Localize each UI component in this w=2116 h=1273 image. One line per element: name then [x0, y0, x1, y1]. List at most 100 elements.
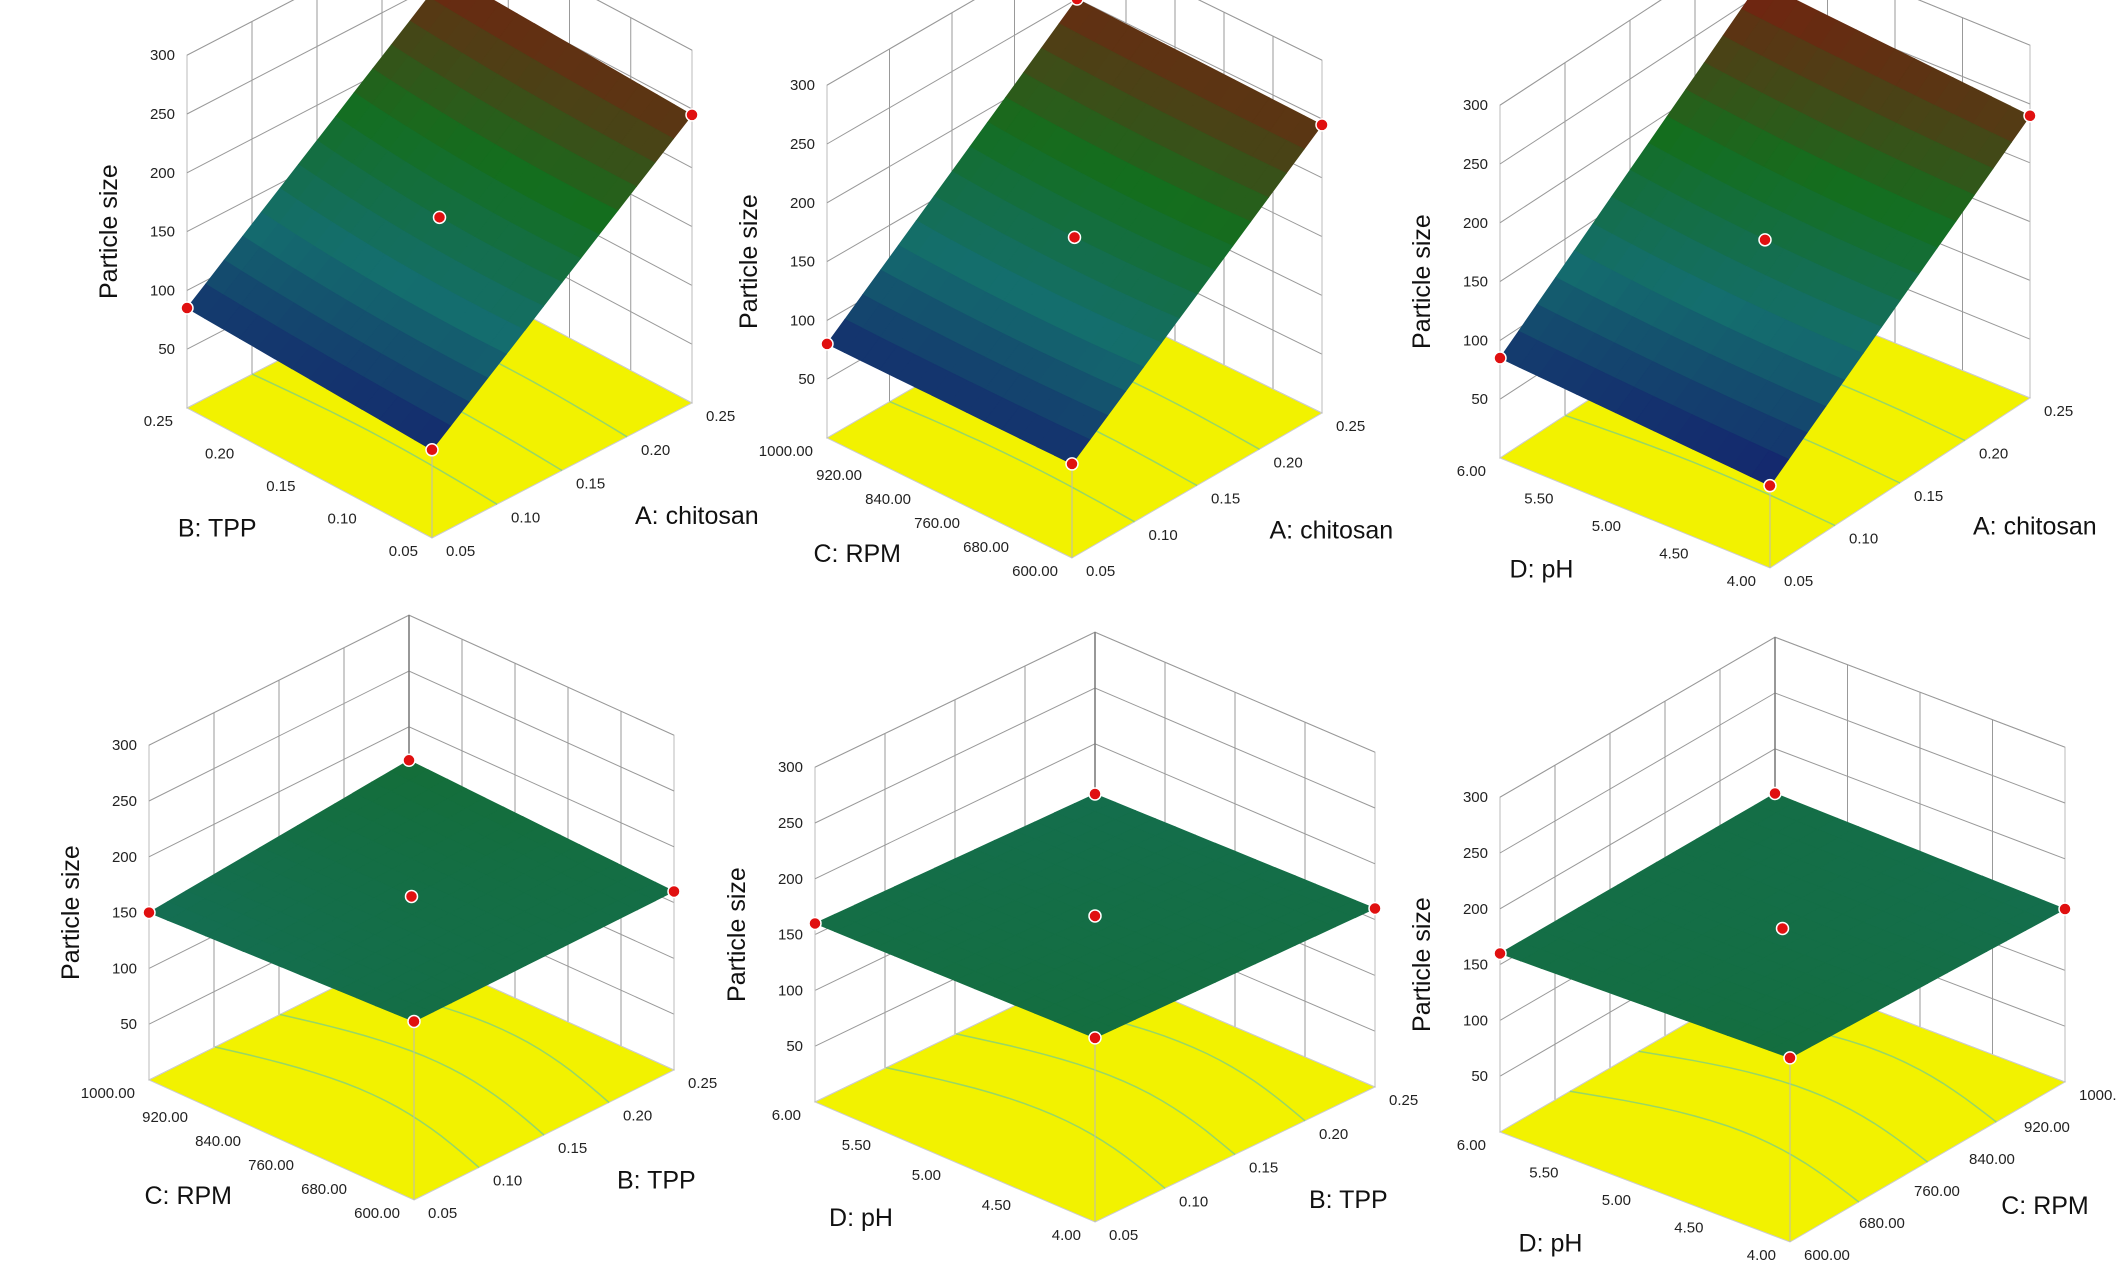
x-tick-label: 0.25 [688, 1075, 717, 1092]
x-tick-label: 0.05 [1109, 1227, 1138, 1244]
y-tick-label: 920.00 [142, 1109, 188, 1126]
z-tick-label: 300 [1463, 97, 1488, 114]
x-tick-label: 0.20 [641, 442, 670, 459]
z-tick-label: 300 [1463, 789, 1488, 806]
y-tick-label: 4.50 [1659, 546, 1688, 563]
z-tick-label: 300 [778, 759, 803, 776]
contour-line [1638, 1050, 1928, 1163]
surface-plot-2: 50 100 150 200 250 300 Particle size 0.05 0.10 0.… [700, 0, 1420, 640]
contour-line [886, 1066, 1166, 1189]
x-tick-label: 0.10 [511, 509, 540, 526]
design-points [1493, 109, 2037, 493]
design-point [808, 916, 822, 931]
z-tick-label: 250 [778, 815, 803, 832]
design-point [1065, 457, 1079, 471]
z-axis-label: Particle size [735, 194, 763, 329]
x-axis-label: A: chitosan [635, 502, 759, 530]
response-surface [186, 0, 693, 451]
y-tick-label: 5.00 [912, 1167, 941, 1184]
design-point [425, 443, 439, 457]
x-tick-label: 0.20 [1319, 1126, 1348, 1143]
design-point [1493, 946, 1507, 961]
contour-line [889, 400, 1135, 523]
x-tick-label: 1000.00 [2079, 1087, 2116, 1104]
design-point [685, 108, 699, 122]
z-tick-label: 100 [1463, 332, 1488, 349]
design-point [1088, 787, 1102, 801]
y-tick-label: 4.00 [1727, 573, 1756, 590]
z-tick-label: 100 [778, 982, 803, 999]
z-tick-label: 50 [120, 1016, 137, 1033]
design-point [1088, 909, 1102, 923]
contour-line [1569, 1090, 1860, 1203]
surface-patch [413, 415, 452, 451]
grid-line [826, 0, 1323, 86]
x-tick-label: 0.25 [706, 408, 735, 425]
x-tick-label: 600.00 [1804, 1247, 1850, 1264]
surface-svg: 50 100 150 200 250 300 Particle size 0.05 0.10 0.… [95, 0, 759, 560]
z-tick-label: 150 [1463, 274, 1488, 291]
y-tick-label: 840.00 [195, 1133, 241, 1150]
x-tick-label: 0.15 [1249, 1160, 1278, 1177]
surface-plot-6: 50 100 150 200 250 300 Particle size 600.00 680.… [1390, 600, 2116, 1264]
y-tick-label: 6.00 [772, 1107, 801, 1124]
design-point [432, 210, 447, 225]
design-point [1315, 118, 1329, 132]
z-tick-label: 50 [786, 1038, 803, 1055]
surface-svg: 50 100 150 200 250 300 Particle size 600.00 680.… [1408, 636, 2116, 1264]
x-tick-label: 0.15 [1211, 491, 1240, 508]
x-tick-label: 0.10 [1179, 1193, 1208, 1210]
design-points [1493, 786, 2072, 1065]
z-tick-label: 200 [150, 165, 175, 182]
x-tick-label: 760.00 [1914, 1183, 1960, 1200]
z-tick-label: 150 [1463, 957, 1488, 974]
design-point [667, 884, 681, 899]
x-tick-label: 920.00 [2024, 1119, 2070, 1136]
x-axis-label: C: RPM [2001, 1192, 2089, 1220]
y-tick-label: 0.25 [144, 413, 173, 430]
x-axis-label: B: TPP [617, 1167, 696, 1195]
x-tick-label: 0.20 [1979, 446, 2008, 463]
contour-line [279, 1013, 545, 1136]
z-tick-label: 50 [798, 371, 815, 388]
y-tick-label: 600.00 [354, 1205, 400, 1222]
z-tick-label: 200 [1463, 215, 1488, 232]
z-tick-label: 300 [790, 77, 815, 94]
y-tick-label: 1000.00 [81, 1085, 135, 1102]
y-tick-label: 5.00 [1592, 518, 1621, 535]
design-point [407, 1014, 421, 1029]
z-tick-label: 150 [112, 905, 137, 922]
z-axis-label: Particle size [95, 164, 123, 299]
y-tick-label: 680.00 [963, 539, 1009, 556]
design-point [1768, 786, 1782, 801]
design-points [142, 753, 681, 1029]
z-tick-label: 250 [112, 793, 137, 810]
z-tick-label: 150 [790, 254, 815, 271]
response-surface [1499, 792, 2066, 1059]
z-tick-label: 200 [112, 849, 137, 866]
design-point [180, 301, 194, 315]
x-tick-label: 680.00 [1859, 1215, 1905, 1232]
y-tick-label: 760.00 [248, 1157, 294, 1174]
surface-svg: 50 100 150 200 250 300 Particle size 0.05 0.10 0.… [57, 614, 717, 1222]
y-tick-label: 4.00 [1052, 1227, 1081, 1244]
y-axis-label: D: pH [1519, 1230, 1583, 1258]
z-tick-label: 250 [1463, 845, 1488, 862]
x-tick-label: 0.05 [428, 1205, 457, 1222]
design-point [404, 889, 419, 904]
y-axis-label: D: pH [829, 1204, 893, 1232]
x-tick-label: 0.25 [1336, 418, 1365, 435]
grid-line [1499, 0, 2031, 106]
z-tick-label: 300 [112, 737, 137, 754]
y-tick-label: 0.10 [328, 511, 357, 528]
y-tick-label: 0.20 [205, 446, 234, 463]
y-tick-label: 600.00 [1012, 563, 1058, 580]
surface-patch [1053, 430, 1091, 465]
z-axis-label: Particle size [1408, 214, 1436, 349]
x-tick-label: 0.10 [1149, 527, 1178, 544]
z-tick-label: 50 [158, 341, 175, 358]
grid-line [186, 0, 693, 115]
z-tick-label: 200 [778, 871, 803, 888]
response-surface [826, 0, 1323, 465]
surface-patch [1074, 1019, 1116, 1039]
